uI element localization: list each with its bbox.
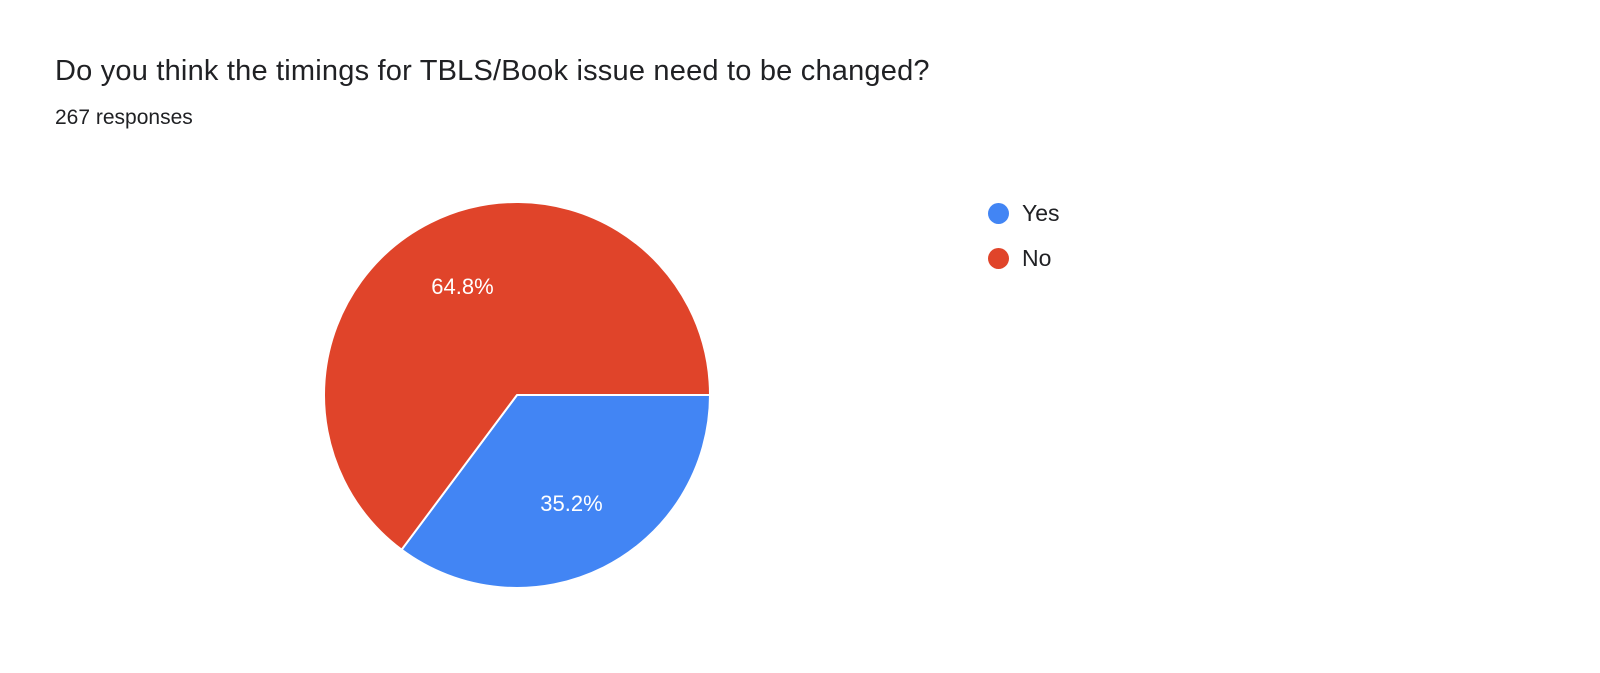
legend-label-yes: Yes (1022, 200, 1060, 226)
legend-label-no: No (1022, 245, 1052, 271)
pie-chart: 35.2% 64.8% (320, 198, 714, 592)
legend-swatch-no (988, 248, 1009, 269)
pie-slice-yes[interactable] (400, 394, 711, 589)
legend-item-no[interactable]: No (988, 245, 1060, 272)
slice-percent-label-no: 64.8% (431, 274, 493, 299)
legend-swatch-yes (988, 203, 1009, 224)
responses-count: 267 responses (55, 106, 193, 129)
slice-percent-label-yes: 35.2% (540, 491, 602, 516)
pie-chart-svg: 35.2% 64.8% (323, 201, 711, 589)
pie-slice-no[interactable] (323, 201, 711, 551)
chart-legend: Yes No (988, 200, 1060, 272)
legend-item-yes[interactable]: Yes (988, 200, 1060, 227)
question-title: Do you think the timings for TBLS/Book i… (55, 55, 930, 87)
